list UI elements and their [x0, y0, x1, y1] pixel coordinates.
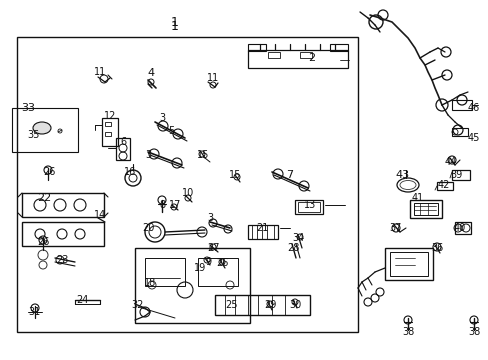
Text: 41: 41 — [411, 193, 423, 203]
Text: 26: 26 — [43, 167, 55, 177]
Bar — [389, 252, 427, 276]
Bar — [297, 202, 319, 212]
Text: 3: 3 — [206, 213, 213, 223]
Text: 21: 21 — [255, 223, 267, 233]
Text: 7: 7 — [286, 170, 293, 180]
Text: 5: 5 — [167, 126, 174, 136]
Bar — [454, 222, 470, 234]
Text: 3: 3 — [144, 150, 151, 160]
Bar — [247, 225, 278, 239]
Text: 19: 19 — [193, 263, 206, 273]
Bar — [145, 258, 184, 286]
Bar — [17, 37, 357, 332]
Text: 1: 1 — [171, 19, 179, 32]
Text: 37: 37 — [389, 223, 401, 233]
Text: 35: 35 — [28, 130, 40, 140]
Bar — [22, 193, 104, 217]
Text: 26: 26 — [215, 258, 228, 268]
Bar — [451, 128, 467, 136]
Text: 44: 44 — [444, 157, 456, 167]
Text: 11: 11 — [206, 73, 219, 83]
Bar — [247, 44, 265, 51]
Bar — [299, 52, 311, 58]
Bar — [413, 203, 437, 215]
Text: 1: 1 — [171, 15, 179, 28]
Text: 33: 33 — [21, 103, 35, 113]
Bar — [451, 170, 469, 180]
Text: 2: 2 — [308, 53, 315, 63]
Text: 15: 15 — [196, 150, 209, 160]
Text: 14: 14 — [94, 210, 106, 220]
Bar — [384, 248, 432, 280]
Text: 38: 38 — [401, 327, 413, 337]
Text: 32: 32 — [132, 300, 144, 310]
Text: 9: 9 — [204, 257, 211, 267]
Text: 40: 40 — [453, 223, 465, 233]
Text: 20: 20 — [142, 223, 154, 233]
Text: 45: 45 — [467, 133, 479, 143]
Bar — [105, 122, 111, 126]
Text: 3: 3 — [159, 113, 165, 123]
Bar — [198, 258, 238, 286]
Text: 8: 8 — [159, 200, 165, 210]
Bar — [135, 248, 249, 323]
Bar — [436, 182, 452, 190]
Bar — [294, 200, 323, 214]
Bar — [329, 44, 347, 51]
Bar — [22, 222, 104, 246]
Text: 23: 23 — [56, 255, 68, 265]
Bar — [105, 132, 111, 136]
Text: 10: 10 — [182, 188, 194, 198]
Text: 15: 15 — [228, 170, 241, 180]
Bar — [267, 52, 280, 58]
Text: 25: 25 — [225, 300, 238, 310]
Text: 11: 11 — [94, 67, 106, 77]
Text: 27: 27 — [206, 243, 219, 253]
Text: 22: 22 — [37, 193, 51, 203]
Bar — [215, 295, 309, 315]
Text: 38: 38 — [467, 327, 479, 337]
Text: 29: 29 — [263, 300, 276, 310]
Text: 6: 6 — [120, 137, 126, 147]
Bar — [12, 108, 78, 152]
Text: 39: 39 — [449, 170, 461, 180]
Bar — [409, 200, 441, 218]
Text: 18: 18 — [143, 278, 156, 288]
Bar — [451, 100, 471, 110]
Bar — [247, 50, 347, 68]
Text: 36: 36 — [430, 243, 442, 253]
Bar — [116, 138, 130, 160]
Text: 43: 43 — [395, 170, 409, 180]
Text: 26: 26 — [37, 237, 49, 247]
Text: 34: 34 — [291, 233, 304, 243]
Text: 13: 13 — [303, 200, 315, 210]
Bar — [102, 118, 118, 146]
Text: 16: 16 — [123, 167, 136, 177]
Text: 31: 31 — [28, 307, 40, 317]
Text: 24: 24 — [76, 295, 88, 305]
Text: 12: 12 — [103, 111, 116, 121]
Text: 4: 4 — [147, 68, 154, 78]
Text: 46: 46 — [467, 103, 479, 113]
Text: 42: 42 — [437, 180, 449, 190]
Text: 28: 28 — [286, 243, 299, 253]
Text: 30: 30 — [288, 300, 301, 310]
Ellipse shape — [33, 122, 51, 134]
Text: 17: 17 — [168, 200, 181, 210]
